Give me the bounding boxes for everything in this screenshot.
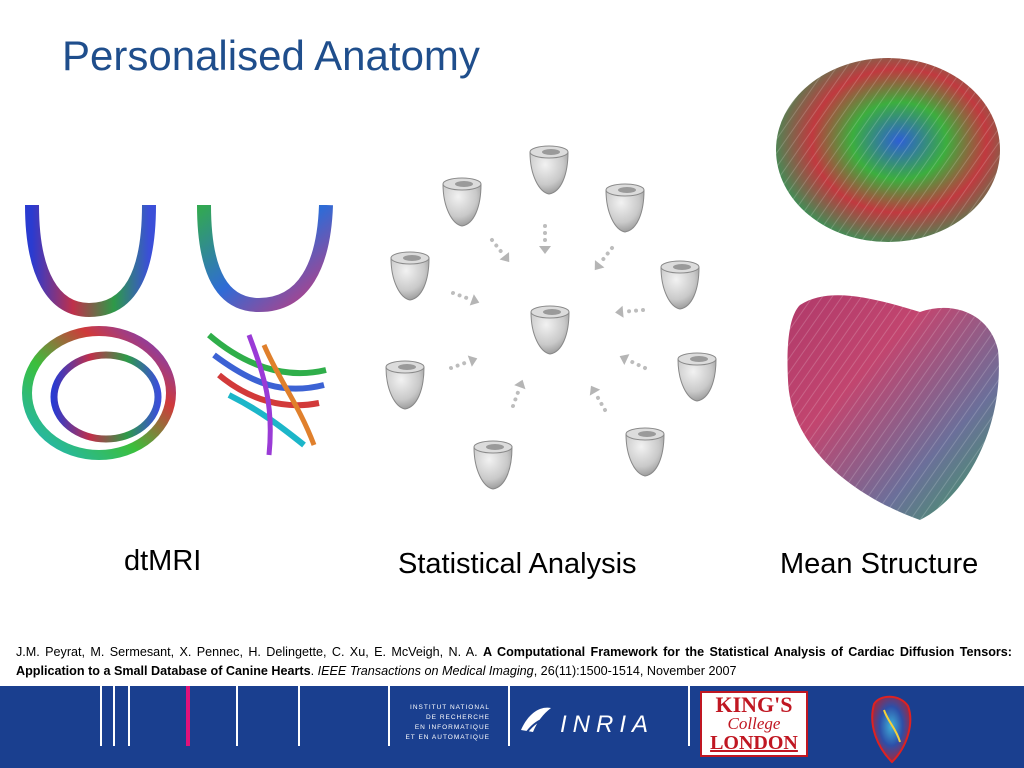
long-axis-left-slice [25,205,156,318]
reference-title: A Computational Framework for the Statis… [16,645,1012,678]
pink-accent-line [186,686,190,746]
statistical-figure [385,145,717,490]
inria-logo: INRIA [560,711,655,738]
caption-mean-structure: Mean Structure [780,548,979,580]
inria-logo-icon [521,707,551,733]
heart-logo-icon [871,695,912,764]
mean-structure-top-view [776,58,1000,242]
kings-college-logo: KING'S College LONDON [700,691,808,757]
caption-dtmri: dtMRI [124,545,202,577]
reference-journal: IEEE Transactions on Medical Imaging [317,664,534,678]
reference-citation: J.M. Peyrat, M. Sermesant, X. Pennec, H.… [16,645,1012,678]
institute-name: INSTITUT NATIONAL DE RECHERCHE EN INFORM… [405,704,490,741]
page-title: Personalised Anatomy [62,32,480,79]
long-axis-right-slice [197,205,333,313]
reference-details: , 26(11):1500-1514, November 2007 [533,664,737,678]
reference-authors: J.M. Peyrat, M. Sermesant, X. Pennec, H.… [16,645,484,659]
dtmri-figure [22,205,333,460]
mean-structure-figure [776,58,1000,520]
caption-statistical-analysis: Statistical Analysis [398,548,637,580]
footer-bar: INSTITUT NATIONAL DE RECHERCHE EN INFORM… [0,686,1024,768]
short-axis-slice [22,326,176,460]
fiber-bundle [207,332,327,456]
mean-heart [530,305,570,355]
mean-structure-side-view [787,295,999,520]
